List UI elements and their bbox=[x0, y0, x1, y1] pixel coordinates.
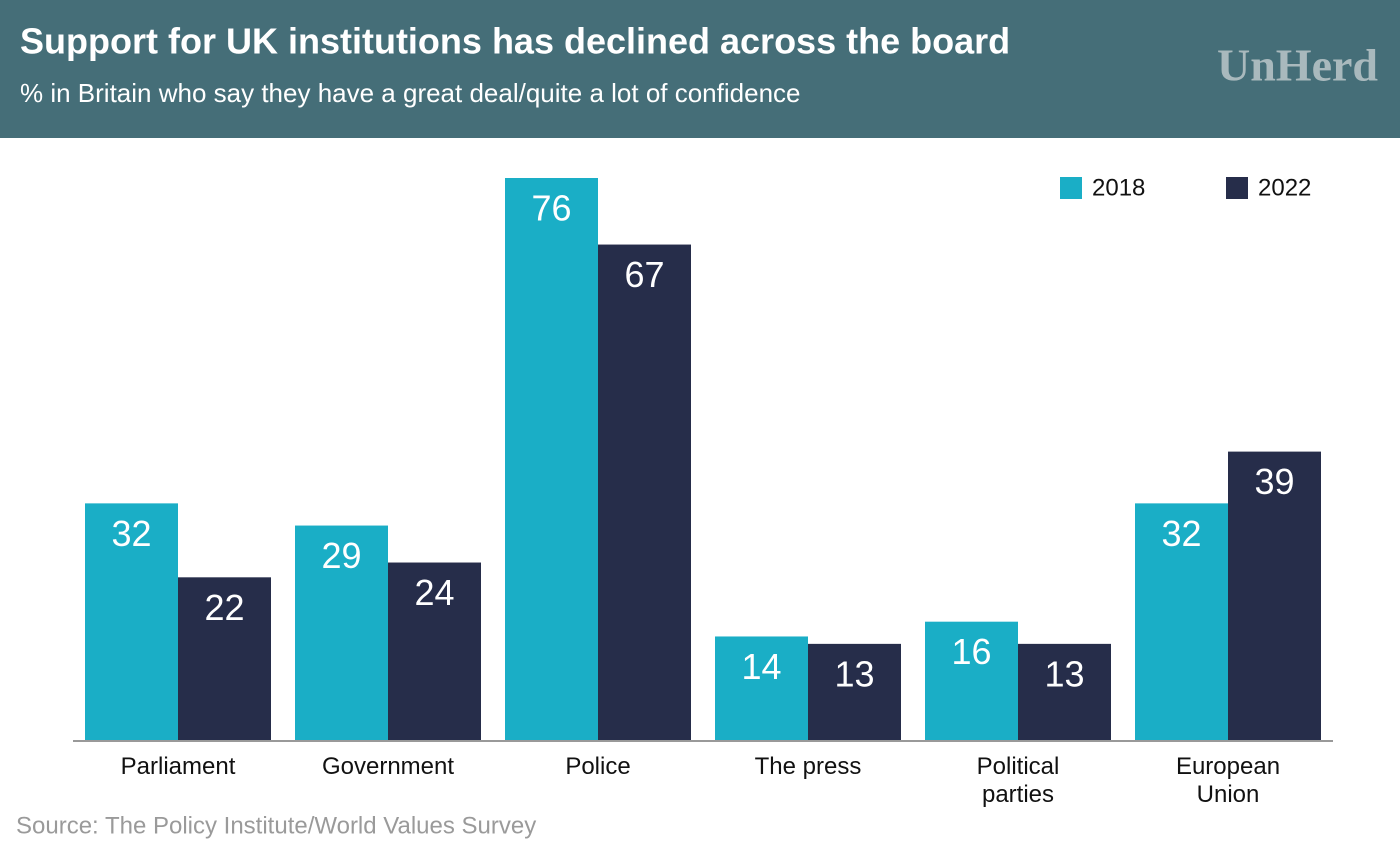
value-label: 22 bbox=[204, 587, 244, 628]
source: Source: The Policy Institute/World Value… bbox=[16, 812, 536, 839]
bar bbox=[925, 621, 1018, 740]
x-tick-label: Political parties bbox=[976, 753, 1060, 808]
value-label: 39 bbox=[1254, 461, 1294, 502]
legend-label: 2018 bbox=[1092, 174, 1145, 201]
value-label: 24 bbox=[414, 572, 454, 613]
x-tick-label: Police bbox=[565, 753, 631, 780]
legend-swatch bbox=[1060, 177, 1082, 199]
bar bbox=[178, 577, 271, 740]
bar bbox=[295, 525, 388, 740]
chart-subtitle: % in Britain who say they have a great d… bbox=[20, 78, 800, 108]
x-tick-label: Parliament bbox=[120, 753, 236, 780]
x-tick-label: Government bbox=[321, 753, 455, 780]
value-label: 13 bbox=[834, 653, 874, 694]
value-label: 14 bbox=[741, 646, 781, 687]
bar bbox=[808, 643, 901, 740]
legend-swatch bbox=[1226, 177, 1248, 199]
bar bbox=[505, 178, 598, 740]
value-label: 13 bbox=[1044, 653, 1084, 694]
bar bbox=[598, 244, 691, 741]
value-label: 16 bbox=[951, 631, 991, 672]
bar bbox=[1135, 503, 1228, 740]
logo: UnHerd bbox=[1217, 40, 1378, 91]
value-label: 67 bbox=[624, 254, 664, 295]
chart-title: Support for UK institutions has declined… bbox=[20, 21, 1010, 62]
value-label: 76 bbox=[531, 188, 571, 229]
bar bbox=[85, 503, 178, 740]
x-tick-label: The press bbox=[754, 753, 862, 780]
bar bbox=[388, 562, 481, 740]
x-tick-label: European Union bbox=[1175, 753, 1281, 808]
value-label: 32 bbox=[1161, 513, 1201, 554]
header bbox=[0, 0, 1400, 138]
bar bbox=[1228, 451, 1321, 740]
bar bbox=[715, 636, 808, 740]
bar bbox=[1018, 643, 1111, 740]
value-label: 29 bbox=[321, 535, 361, 576]
value-label: 32 bbox=[111, 513, 151, 554]
legend-label: 2022 bbox=[1258, 174, 1311, 201]
